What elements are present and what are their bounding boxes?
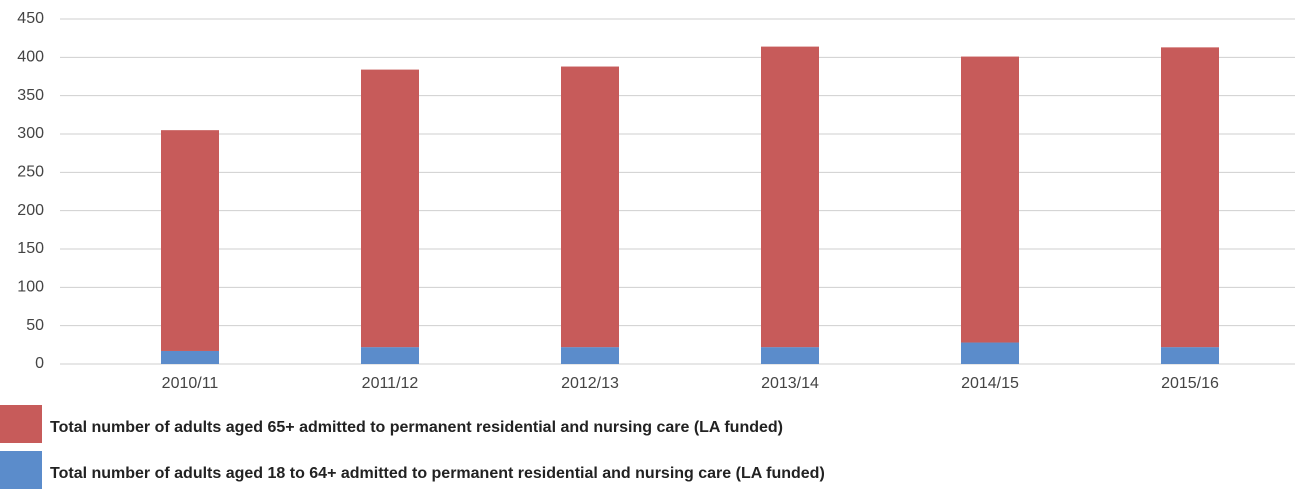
y-tick-label: 400 [17, 49, 44, 66]
bar-segment [161, 350, 219, 364]
legend-swatch [0, 451, 42, 489]
bar-segment [161, 130, 219, 351]
x-tick-label: 2014/15 [961, 375, 1019, 392]
y-tick-label: 350 [17, 87, 44, 104]
bar-segment [761, 347, 819, 364]
bar-segment [761, 46, 819, 348]
y-tick-label: 300 [17, 125, 44, 142]
y-tick-label: 250 [17, 164, 44, 181]
x-tick-label: 2011/12 [362, 375, 419, 392]
y-tick-label: 50 [26, 317, 44, 334]
y-tick-label: 100 [17, 279, 44, 296]
bar-segment [961, 56, 1019, 343]
x-tick-label: 2010/11 [162, 375, 219, 392]
bar-segment [1161, 347, 1219, 364]
y-tick-label: 0 [35, 355, 44, 372]
bar-segment [961, 342, 1019, 364]
y-tick-label: 450 [17, 10, 44, 27]
x-tick-label: 2012/13 [561, 375, 619, 392]
bar-segment [361, 69, 419, 348]
x-tick-label: 2015/16 [1161, 375, 1219, 392]
bar-segment [561, 347, 619, 364]
y-tick-label: 150 [17, 240, 44, 257]
y-tick-label: 200 [17, 202, 44, 219]
bar-segment [1161, 47, 1219, 348]
bar-segment [361, 347, 419, 364]
legend-label: Total number of adults aged 65+ admitted… [50, 419, 783, 436]
x-tick-label: 2013/14 [761, 375, 819, 392]
legend-label: Total number of adults aged 18 to 64+ ad… [50, 465, 825, 482]
bar-segment [561, 66, 619, 348]
legend-swatch [0, 405, 42, 443]
